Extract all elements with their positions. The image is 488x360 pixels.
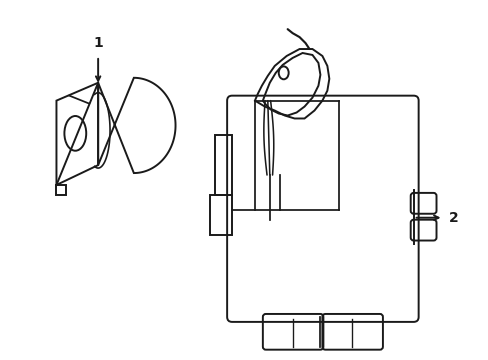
Text: 2: 2 bbox=[447, 211, 457, 225]
Text: 1: 1 bbox=[93, 36, 103, 50]
